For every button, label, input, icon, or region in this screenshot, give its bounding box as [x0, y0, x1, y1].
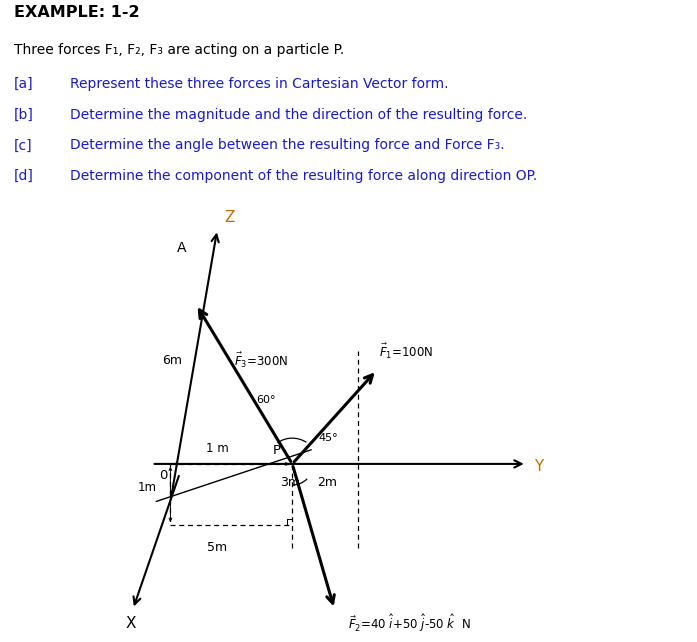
Text: P: P [273, 444, 281, 457]
Text: [a]: [a] [14, 77, 33, 91]
Text: $\vec{F}_2$=40 $\hat{i}$+50 $\hat{j}$-50 $\hat{k}$  N: $\vec{F}_2$=40 $\hat{i}$+50 $\hat{j}$-50… [348, 612, 471, 634]
Text: Y: Y [534, 459, 543, 474]
Text: Determine the angle between the resulting force and Force F₃.: Determine the angle between the resultin… [70, 139, 505, 152]
Text: [b]: [b] [14, 108, 34, 122]
Text: [d]: [d] [14, 169, 34, 183]
Text: 2m: 2m [317, 476, 337, 489]
Text: 45°: 45° [318, 433, 337, 444]
Text: 60°: 60° [256, 395, 276, 405]
Text: Represent these three forces in Cartesian Vector form.: Represent these three forces in Cartesia… [70, 77, 448, 91]
Text: [c]: [c] [14, 139, 33, 152]
Text: 6m: 6m [162, 354, 182, 367]
Text: Three forces F₁, F₂, F₃ are acting on a particle P.: Three forces F₁, F₂, F₃ are acting on a … [14, 43, 344, 57]
Text: Determine the magnitude and the direction of the resulting force.: Determine the magnitude and the directio… [70, 108, 527, 122]
Text: $\vec{F}_1$=100N: $\vec{F}_1$=100N [379, 342, 434, 361]
Text: $\vec{F}_3$=300N: $\vec{F}_3$=300N [233, 351, 288, 370]
Text: 0: 0 [159, 469, 167, 482]
Text: 3m: 3m [280, 476, 300, 489]
Text: EXAMPLE: 1-2: EXAMPLE: 1-2 [14, 5, 139, 21]
Text: A: A [177, 241, 187, 256]
Text: X: X [125, 616, 136, 631]
Text: 5m: 5m [207, 541, 227, 554]
Text: 1m: 1m [137, 481, 156, 494]
Text: 1 m: 1 m [206, 442, 229, 455]
Text: Determine the component of the resulting force along direction OP.: Determine the component of the resulting… [70, 169, 537, 183]
Text: Z: Z [224, 210, 235, 225]
